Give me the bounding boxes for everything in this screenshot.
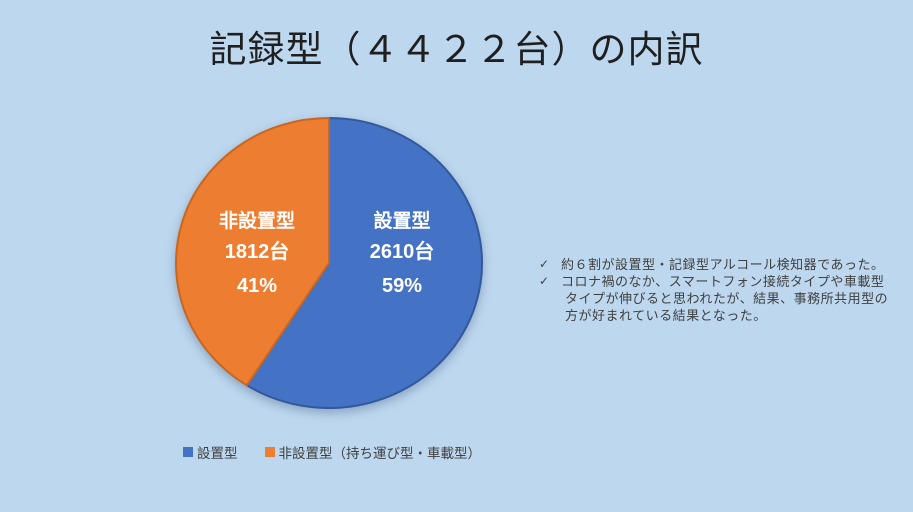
- chart-legend: 設置型 非設置型（持ち運び型・車載型）: [183, 442, 481, 462]
- pie-label-installed-name: 設置型: [373, 211, 431, 232]
- pie-label-portable-name: 非設置型: [218, 211, 295, 232]
- note-bullet-0: ✓ 約６割が設置型・記録型アルコール検知器であった。: [539, 256, 909, 273]
- checkmark-icon: ✓: [539, 257, 550, 271]
- note-line: タイプが伸びると思われたが、結果、事務所共用型の: [565, 291, 889, 306]
- pie-slice-1: [175, 117, 330, 387]
- legend-item-installed: 設置型: [183, 442, 238, 462]
- note-line: コロナ禍のなか、スマートフォン接続タイプや車載型: [561, 274, 885, 289]
- note-bullet-lines: 約６割が設置型・記録型アルコール検知器であった。: [561, 256, 884, 273]
- legend-swatch-orange-icon: [264, 447, 275, 457]
- pie-label-portable: 非設置型 1812台 41%: [182, 207, 332, 301]
- pie-label-installed-percent: 59%: [381, 275, 423, 297]
- pie-label-installed-units: 2610台: [369, 241, 435, 263]
- slide-title: 記録型（４４２２台）の内訳: [209, 29, 704, 70]
- checkmark-icon: ✓: [539, 274, 550, 288]
- pie-slice-0: [245, 117, 483, 409]
- legend-item-portable: 非設置型（持ち運び型・車載型）: [264, 442, 482, 462]
- notes-text-block: ✓ 約６割が設置型・記録型アルコール検知器であった。 ✓ コロナ禍のなか、スマートフォ…: [539, 256, 909, 324]
- note-bullet-1: ✓ コロナ禍のなか、スマートフォン接続タイプや車載型タイプが伸びると思われたが、結…: [539, 273, 909, 324]
- legend-label-installed: 設置型: [197, 446, 238, 461]
- pie-label-installed: 設置型 2610台 59%: [327, 207, 477, 301]
- note-line: 約６割が設置型・記録型アルコール検知器であった。: [561, 257, 885, 272]
- pie-chart: [175, 117, 483, 409]
- pie-label-portable-percent: 41%: [236, 275, 278, 297]
- note-line: 方が好まれている結果となった。: [565, 308, 767, 323]
- note-bullet-lines: コロナ禍のなか、スマートフォン接続タイプや車載型タイプが伸びると思われたが、結果…: [561, 273, 888, 324]
- legend-swatch-blue-icon: [183, 447, 193, 457]
- pie-label-portable-units: 1812台: [224, 241, 290, 263]
- legend-label-portable: 非設置型（持ち運び型・車載型）: [278, 446, 482, 461]
